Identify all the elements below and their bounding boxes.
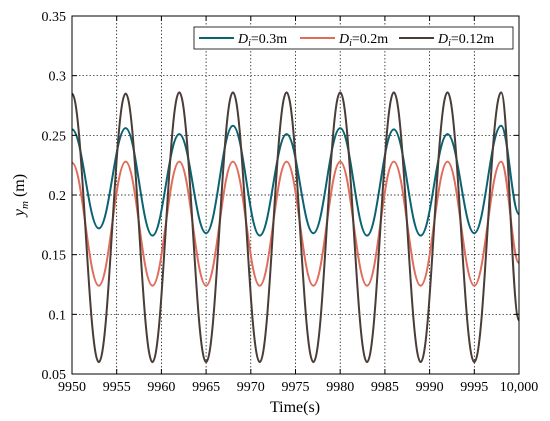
x-tick-label: 9970 [237,380,265,395]
x-tick-label: 9955 [103,380,131,395]
series-lines [72,91,519,364]
y-tick-label: 0.3 [49,70,67,85]
y-axis-title: ym (m) [11,174,31,218]
y-tick-label: 0.05 [42,368,67,383]
grid [72,16,519,374]
x-tick-label: 9995 [460,380,488,395]
y-axis-symbol: y [11,208,28,218]
legend-label-2: Di=0.12m [437,32,494,49]
y-tick-label: 0.35 [42,10,67,25]
x-tick-label: 10,000 [500,380,539,395]
y-tick-label: 0.15 [42,249,67,264]
axis-ticks [71,15,520,375]
x-tick-label: 9990 [416,380,444,395]
legend-label-0: Di=0.3m [237,32,287,49]
series-line-0 [72,124,519,237]
x-tick-label: 9965 [192,380,220,395]
x-tick-labels: 9950 9955 9960 9965 9970 9975 9980 9985 9990 9995… [58,380,538,395]
y-tick-label: 0.25 [42,129,67,144]
legend-label-1: Di=0.2m [338,32,388,49]
legend: Di=0.3m Di=0.2m Di=0.12m [193,26,514,50]
x-tick-label: 9985 [371,380,399,395]
y-tick-label: 0.2 [49,189,67,204]
x-tick-label: 9980 [326,380,354,395]
x-tick-label: 9960 [147,380,175,395]
series-line-2 [72,91,519,364]
y-axis-unit: (m) [11,174,28,201]
x-tick-label: 9975 [282,380,310,395]
legend-box [193,26,514,50]
x-axis-title: Time(s) [270,399,320,416]
y-tick-labels: 0.05 0.1 0.15 0.2 0.25 0.3 0.35 [42,10,67,383]
y-axis-subscript: m [19,201,31,209]
x-tick-label: 9950 [58,380,86,395]
y-tick-label: 0.1 [49,308,67,323]
